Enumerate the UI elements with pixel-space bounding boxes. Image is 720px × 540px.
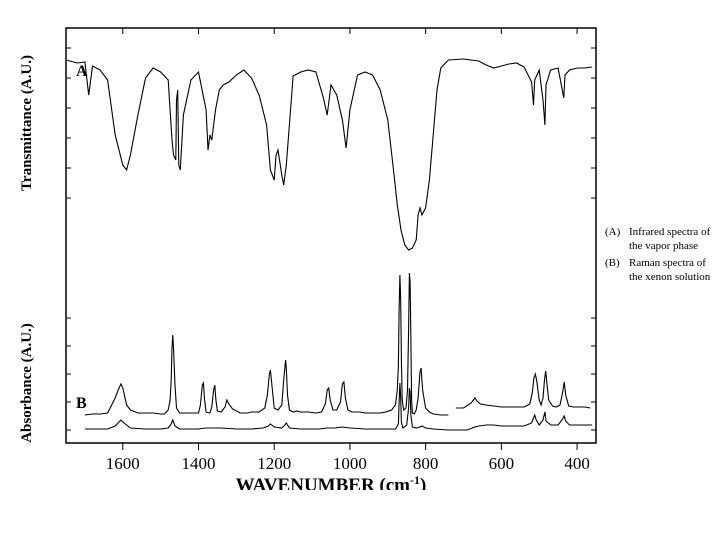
spectra-chart: 1600 1400 1200 1000 800 600 400 WAVENUMBER (cm-… bbox=[10, 20, 600, 490]
svg-text:1200: 1200 bbox=[257, 454, 291, 473]
svg-text:Transmittance (A.U.): Transmittance (A.U.) bbox=[19, 55, 35, 191]
svg-text:B: B bbox=[76, 395, 87, 412]
legend-row-a: (A) Infrared spectra of the vapor phase bbox=[605, 225, 720, 254]
legend-tag-b: (B) bbox=[605, 256, 629, 285]
svg-text:1400: 1400 bbox=[182, 454, 216, 473]
svg-text:1600: 1600 bbox=[106, 454, 140, 473]
legend-tag-a: (A) bbox=[605, 225, 629, 254]
svg-text:800: 800 bbox=[413, 454, 439, 473]
svg-text:600: 600 bbox=[489, 454, 515, 473]
svg-text:400: 400 bbox=[564, 454, 590, 473]
svg-text:1000: 1000 bbox=[333, 454, 367, 473]
svg-text:Absorbance (A.U.): Absorbance (A.U.) bbox=[19, 323, 35, 443]
svg-text:WAVENUMBER (cm-1): WAVENUMBER (cm-1) bbox=[236, 473, 427, 490]
legend-text-a: Infrared spectra of the vapor phase bbox=[629, 225, 720, 254]
legend: (A) Infrared spectra of the vapor phase … bbox=[605, 225, 720, 286]
legend-text-b: Raman spectra of the xenon solution bbox=[629, 256, 720, 285]
svg-text:A: A bbox=[76, 63, 88, 80]
legend-row-b: (B) Raman spectra of the xenon solution bbox=[605, 256, 720, 285]
chart-svg: 1600 1400 1200 1000 800 600 400 WAVENUMBER (cm-… bbox=[10, 20, 600, 490]
